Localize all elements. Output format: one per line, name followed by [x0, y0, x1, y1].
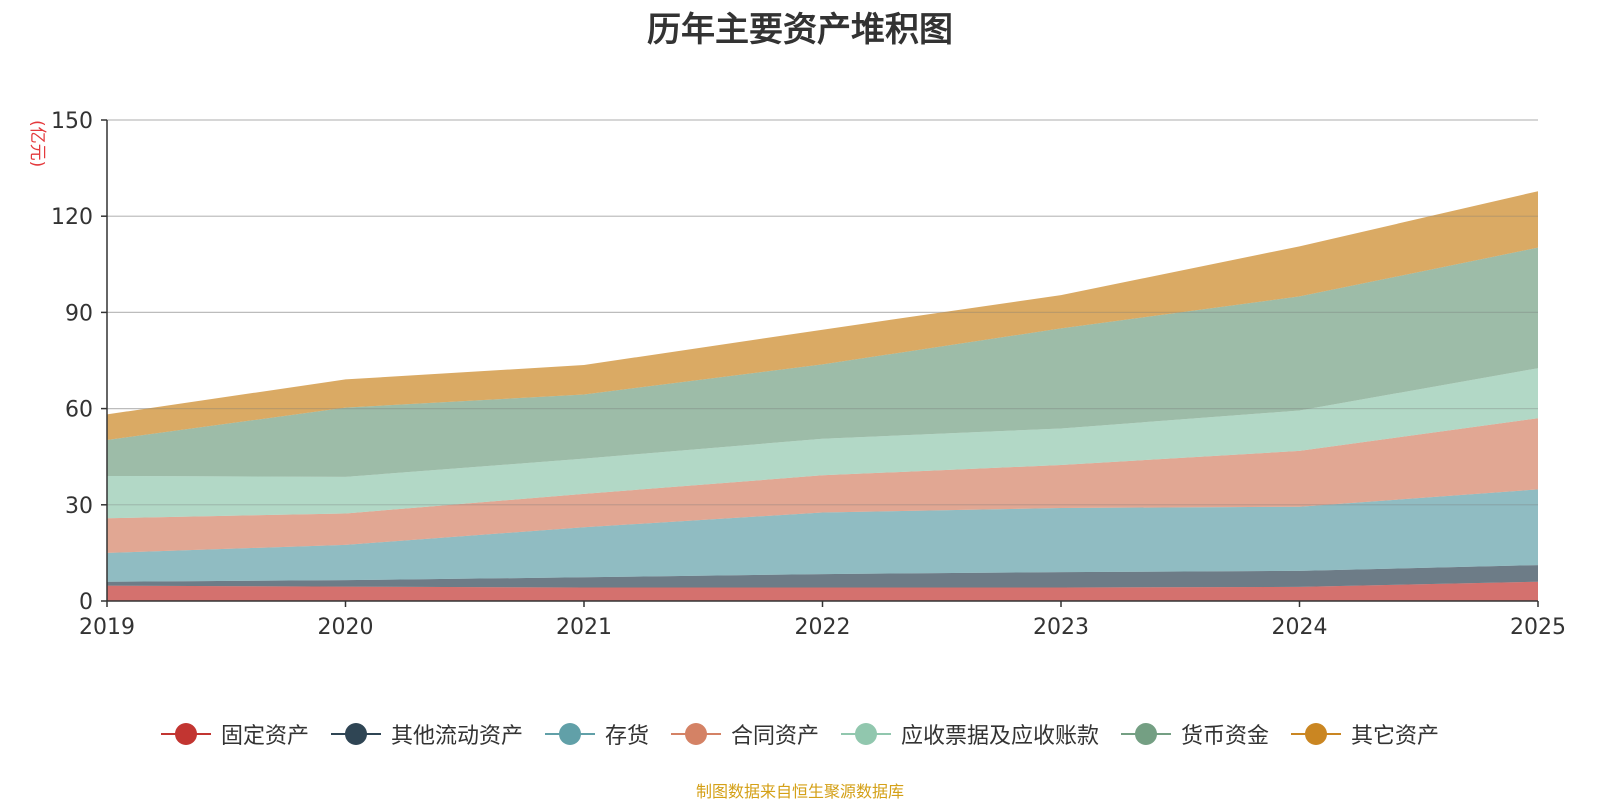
x-tick-label: 2025 — [1510, 615, 1566, 640]
x-tick-label: 2019 — [79, 615, 135, 640]
y-tick-label: 150 — [51, 109, 93, 134]
legend-label: 合同资产 — [730, 724, 819, 749]
y-axis-unit-label: (亿元) — [27, 120, 47, 168]
y-tick-labels: 0 30 60 90 120 150 — [51, 109, 93, 615]
y-tick-label: 60 — [65, 398, 93, 423]
legend-marker-icon — [670, 722, 721, 746]
legend-marker-icon — [841, 722, 891, 746]
axes — [106, 120, 1539, 607]
x-tick-label: 2020 — [318, 615, 374, 640]
legend-item[interactable]: 合同资产 — [670, 718, 819, 750]
x-tick-label: 2023 — [1033, 615, 1089, 640]
legend-label: 其它资产 — [1351, 724, 1440, 749]
area-其它资产[interactable] — [107, 191, 1538, 441]
legend-item[interactable]: 其它资产 — [1291, 718, 1439, 750]
area-layers — [107, 119, 1538, 601]
area-合同资产[interactable] — [107, 418, 1538, 553]
legend-item[interactable]: 存货 — [544, 718, 649, 750]
legend-label: 存货 — [604, 724, 649, 749]
legend-marker-icon — [1121, 722, 1172, 746]
legend-item[interactable]: 货币资金 — [1121, 718, 1269, 750]
x-tick-label: 2021 — [556, 615, 612, 640]
legend-item[interactable]: 其他流动资产 — [330, 718, 523, 750]
chart-title: 历年主要资产堆积图 — [647, 10, 953, 50]
legend-marker-icon — [330, 722, 381, 746]
y-tick-label: 90 — [65, 301, 93, 326]
x-tick-labels: 2019 2020 2021 2022 2023 2024 2025 — [79, 615, 1566, 640]
y-tick-label: 120 — [51, 205, 93, 230]
legend-item[interactable]: 应收票据及应收账款 — [841, 718, 1099, 750]
area-存货[interactable] — [107, 489, 1538, 582]
x-tick-label: 2024 — [1272, 615, 1328, 640]
legend-label: 应收票据及应收账款 — [901, 724, 1100, 749]
legend: 固定资产 其他流动资产 存货 合同资产 应收票据及应收账款 货币资金 其它资产 — [0, 718, 1600, 750]
x-tick-label: 2022 — [795, 615, 851, 640]
legend-label: 货币资金 — [1181, 724, 1270, 749]
y-tick-label: 0 — [79, 590, 93, 615]
legend-item[interactable]: 固定资产 — [160, 718, 309, 750]
area-应收票据及应收账款[interactable] — [107, 368, 1538, 519]
data-source-note: 制图数据来自恒生聚源数据库 — [695, 782, 904, 801]
area-其他流动资产[interactable] — [107, 565, 1538, 588]
area-固定资产[interactable] — [107, 581, 1538, 601]
legend-label: 固定资产 — [220, 724, 309, 749]
legend-label: 其他流动资产 — [390, 724, 523, 749]
legend-marker-icon — [160, 722, 211, 746]
area-货币资金[interactable] — [107, 247, 1538, 477]
legend-marker-icon — [544, 722, 595, 746]
y-tick-label: 30 — [65, 494, 93, 519]
legend-marker-icon — [1291, 722, 1342, 746]
